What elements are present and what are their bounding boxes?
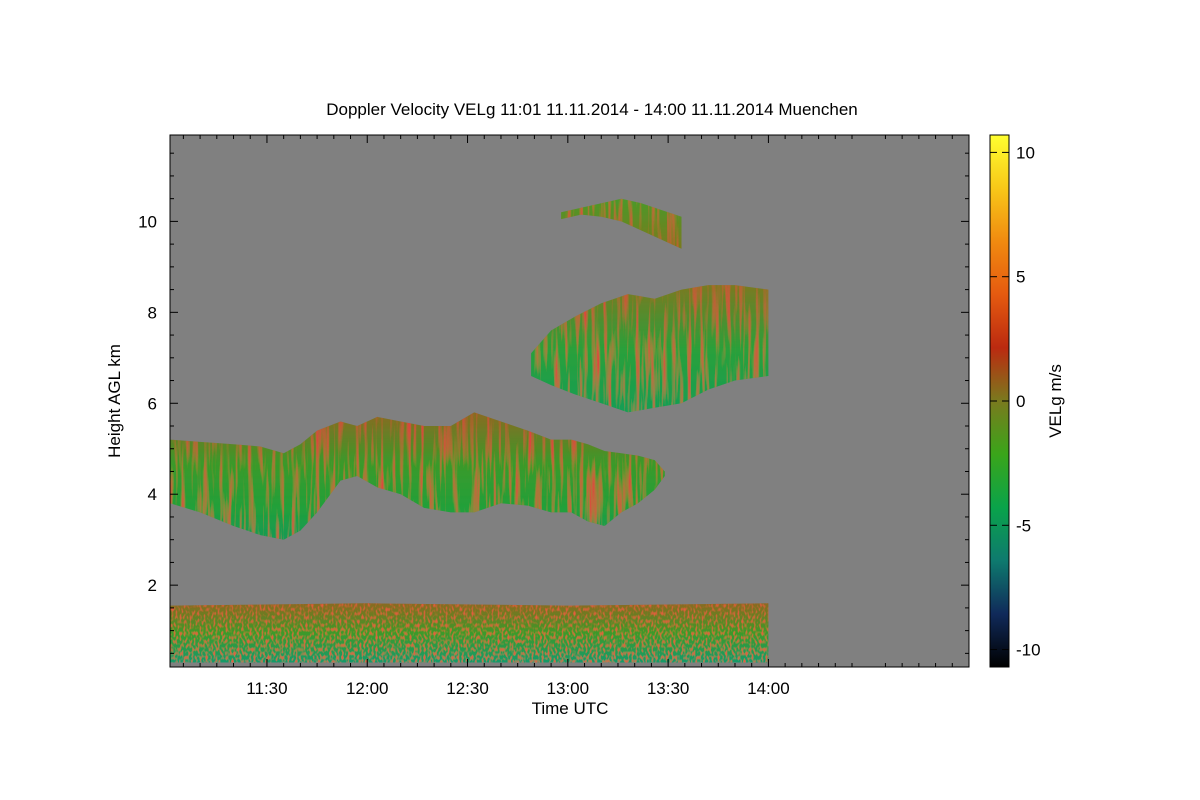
chart-title: Doppler Velocity VELg 11:01 11.11.2014 -… <box>326 100 857 119</box>
colorbar-tick-label: 0 <box>1016 392 1025 411</box>
colorbar-tick-label: -10 <box>1016 641 1041 660</box>
y-tick-label: 6 <box>148 394 157 413</box>
y-tick-label: 4 <box>148 485 157 504</box>
y-tick-label: 10 <box>138 212 157 231</box>
plot-frame <box>169 134 970 668</box>
x-tick-label: 13:00 <box>547 679 590 698</box>
x-tick-label: 13:30 <box>647 679 690 698</box>
layer-cirrus <box>561 198 682 249</box>
y-axis: 2 4 6 8 10 <box>138 152 969 654</box>
y-tick-label: 8 <box>148 303 157 322</box>
layer-upper <box>531 285 769 413</box>
x-tick-label: 12:30 <box>446 679 489 698</box>
colorbar-tick-label: 5 <box>1016 268 1025 287</box>
velocity-layers <box>170 198 769 663</box>
x-tick-label: 14:00 <box>747 679 790 698</box>
layer-lower <box>170 412 665 540</box>
x-axis-label: Time UTC <box>532 699 609 718</box>
plot-background <box>170 135 969 667</box>
x-tick-label: 11:30 <box>246 679 287 698</box>
x-tick-label: 12:00 <box>346 679 389 698</box>
layer-boundary <box>170 603 769 663</box>
x-axis: 11:30 12:00 12:30 13:00 13:30 14:00 <box>182 135 953 698</box>
colorbar-ticks: 10 5 0 -5 -10 <box>990 143 1041 660</box>
colorbar-tick-label: -5 <box>1016 516 1031 535</box>
y-tick-label: 2 <box>148 576 157 595</box>
y-axis-label: Height AGL km <box>105 344 124 458</box>
colorbar-label: VELg m/s <box>1046 364 1065 438</box>
colorbar-tick-label: 10 <box>1016 143 1035 162</box>
